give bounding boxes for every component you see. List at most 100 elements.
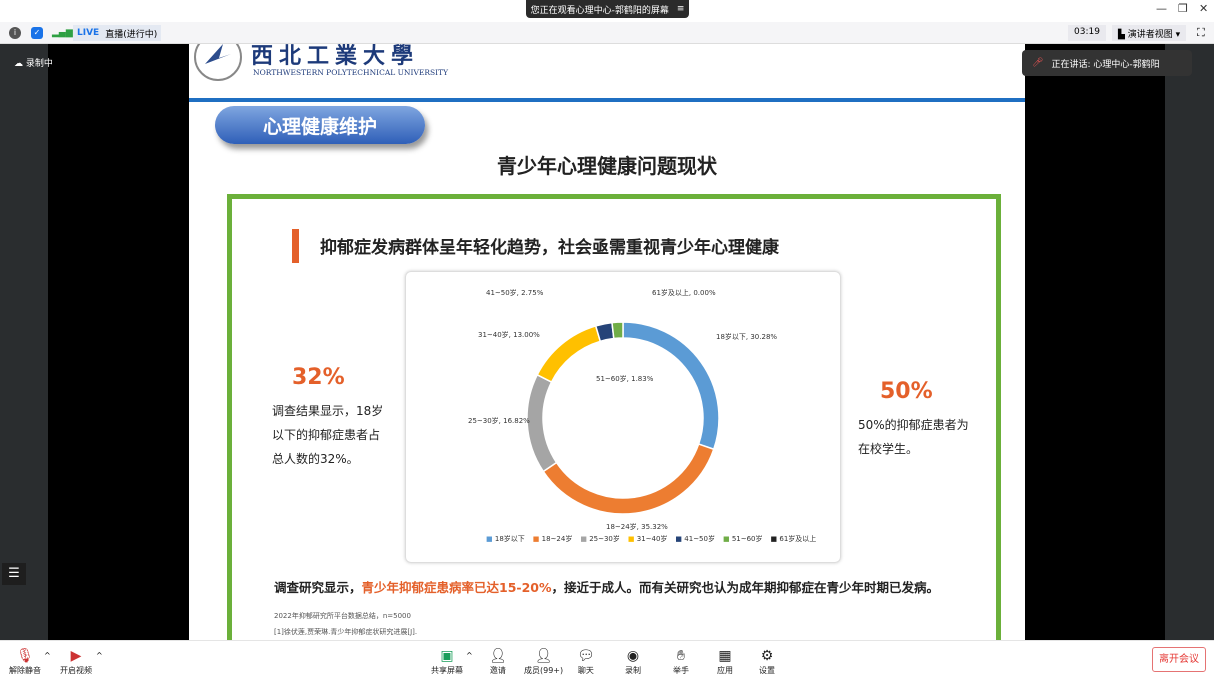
recording-label: 录制中 — [25, 59, 53, 69]
university-name-cn: 西北工業大學 — [251, 44, 420, 69]
right-stat: 50% — [880, 379, 933, 404]
university-name-en: NORTHWESTERN POLYTECHNICAL UNIVERSITY — [253, 68, 449, 77]
members-icon: 👤︎ — [534, 648, 553, 664]
record-button[interactable]: ◉ 录制 — [625, 647, 641, 676]
info-icon[interactable]: i — [9, 27, 21, 39]
data-label: 25~30岁, 16.82% — [468, 417, 530, 425]
invite-button[interactable]: 👤︎ 邀请 — [489, 647, 507, 676]
share-screen-button[interactable]: ▣ 共享屏幕 — [431, 647, 463, 676]
settings-label: 设置 — [759, 666, 775, 675]
invite-label: 邀请 — [489, 666, 506, 675]
shield-icon[interactable]: ✓ — [31, 27, 43, 39]
raise-hand-label: 举手 — [673, 666, 689, 675]
live-label: LIVE — [77, 28, 100, 38]
header-rule — [189, 98, 1025, 102]
chat-icon: 💬︎ — [577, 648, 595, 664]
legend-item: ■ 25~30岁 — [580, 535, 620, 543]
audio-options-chevron[interactable]: ^ — [44, 651, 51, 660]
donut-slice-5 — [611, 321, 624, 340]
unmute-button[interactable]: 🎙︎ 解除静音 — [9, 647, 41, 676]
share-label: 共享屏幕 — [431, 666, 463, 675]
slide-title: 青少年心理健康问题现状 — [497, 154, 717, 178]
presenter-view-label: 演讲者视图 — [1127, 30, 1173, 40]
raise-hand-button[interactable]: ✋︎ 举手 — [673, 647, 689, 676]
members-label: 成员(99+) — [524, 666, 564, 675]
video-label: 开启视频 — [60, 666, 92, 675]
donut-svg — [526, 321, 720, 515]
chat-button[interactable]: 💬︎ 聊天 — [577, 647, 595, 676]
summary-highlight: 青少年抑郁症患病率已达15-20% — [361, 580, 552, 595]
legend-item: ■ 61岁及以上 — [770, 535, 817, 543]
footnote-reference: [1]徐伏莲,贾荣琳.青少年抑郁症状研究进展[J]. — [274, 628, 418, 636]
left-stat: 32% — [292, 365, 345, 390]
emblem-icon — [194, 44, 242, 81]
fullscreen-icon[interactable]: ⛶ — [1197, 26, 1205, 39]
summary-pre: 调查研究显示， — [274, 580, 362, 595]
chat-label: 聊天 — [577, 666, 594, 675]
data-label: 41~50岁, 2.75% — [486, 289, 544, 297]
apps-label: 应用 — [717, 666, 733, 675]
donut-slice-3 — [536, 325, 602, 384]
donut-slice-2 — [526, 373, 558, 473]
members-button[interactable]: 👤︎ 成员(99+) — [524, 647, 563, 676]
right-panel — [1165, 44, 1214, 640]
data-label: 31~40岁, 13.00% — [478, 331, 540, 339]
recording-indicator: ☁ 录制中 — [14, 56, 53, 69]
meeting-toolbar: 🎙︎ 解除静音 ^ ▶︎ 开启视频 ^ ▣ 共享屏幕 ^ 👤︎ 邀请 👤︎ 成员(99+)… — [0, 640, 1214, 678]
share-options-chevron[interactable]: ^ — [466, 651, 473, 660]
live-status: 直播(进行中) — [105, 29, 158, 40]
minimize-button[interactable]: — — [1156, 2, 1167, 15]
video-options-chevron[interactable]: ^ — [96, 651, 103, 660]
footnote-source: 2022年抑郁研究所平台数据总结，n=5000 — [274, 612, 411, 620]
right-text: 50%的抑郁症患者为在校学生。 — [858, 418, 969, 456]
apps-button[interactable]: ▦ 应用 — [717, 647, 733, 676]
legend-item: ■ 31~40岁 — [627, 535, 668, 543]
settings-button[interactable]: ⚙︎ 设置 — [759, 647, 775, 676]
signal-icon[interactable]: ▂▄▆ — [52, 28, 73, 38]
chart-legend: ■ 18岁以下 ■ 18~24岁 ■ 25~30岁 ■ 31~40岁 ■ 41~50岁 ■… — [486, 534, 816, 544]
mic-off-icon: 🎙︎ — [16, 648, 34, 664]
legend-item: ■ 18~24岁 — [532, 535, 573, 543]
unmute-label: 解除静音 — [9, 666, 41, 675]
layout-icon: ▙ — [1118, 30, 1128, 40]
speaking-text: 正在讲话: 心理中心-郭鹤阳 — [1051, 59, 1160, 70]
donut-slice-1 — [542, 443, 715, 515]
apps-icon: ▦ — [718, 648, 732, 664]
share-banner[interactable]: 您正在观看心理中心-郭鹤阳的屏幕 ≡ — [526, 0, 689, 18]
share-screen-icon: ▣ — [440, 648, 454, 664]
donut-chart: ■ 18岁以下 ■ 18~24岁 ■ 25~30岁 ■ 31~40岁 ■ 41~50岁 ■… — [405, 271, 841, 563]
legend-item: ■ 18岁以下 — [486, 535, 525, 543]
data-label: 18~24岁, 35.32% — [606, 523, 668, 531]
legend-item: ■ 41~50岁 — [675, 535, 715, 543]
legend-item: ■ 51~60岁 — [722, 535, 763, 543]
share-banner-text: 您正在观看心理中心-郭鹤阳的屏幕 — [530, 5, 669, 16]
gear-icon: ⚙︎ — [760, 648, 774, 664]
camera-off-icon: ▶︎ — [70, 648, 82, 664]
university-logo: 西北工業大學 NORTHWESTERN POLYTECHNICAL UNIVER… — [193, 44, 448, 94]
record-icon: ◉ — [626, 648, 640, 664]
summary-text: 调查研究显示，青少年抑郁症患病率已达15-20%，接近于成人。而有关研究也认为成… — [274, 577, 939, 596]
presenter-view-button[interactable]: ▙ 演讲者视图 ▾ — [1112, 25, 1187, 41]
live-badge[interactable]: LIVE 直播(进行中) — [73, 25, 162, 41]
record-label: 录制 — [625, 666, 641, 675]
summary-post: ，接近于成人。而有关研究也认为成年期抑郁症在青少年时期已发病。 — [551, 580, 940, 595]
invite-icon: 👤︎ — [489, 648, 507, 664]
data-label: 61岁及以上, 0.00% — [652, 289, 716, 297]
close-button[interactable]: ✕ — [1199, 2, 1209, 15]
menu-icon[interactable]: ≡ — [676, 4, 685, 14]
content-box: 抑郁症发病群体呈年轻化趋势，社会亟需重视青少年心理健康 32% 调查结果显示，1… — [227, 194, 1001, 640]
speaking-indicator: 🎤︎ 正在讲话: 心理中心-郭鹤阳 — [1022, 50, 1192, 76]
list-menu-button[interactable]: ☰ — [2, 563, 26, 585]
left-text: 调查结果显示，18岁以下的抑郁症患者占总人数的32%。 — [272, 404, 384, 466]
leave-meeting-button[interactable]: 离开会议 — [1152, 647, 1206, 672]
cloud-icon: ☁ — [14, 59, 26, 69]
shared-slide: 西北工業大學 NORTHWESTERN POLYTECHNICAL UNIVER… — [189, 44, 1025, 640]
left-panel — [0, 44, 48, 640]
mic-muted-icon: 🎤︎ — [1032, 58, 1044, 68]
hand-icon: ✋︎ — [677, 648, 685, 664]
restore-button[interactable]: ❐ — [1178, 2, 1188, 15]
donut-slice-0 — [622, 321, 720, 451]
start-video-button[interactable]: ▶︎ 开启视频 — [60, 647, 92, 676]
data-label: 51~60岁, 1.83% — [596, 375, 654, 383]
data-label: 18岁以下, 30.28% — [716, 333, 778, 341]
